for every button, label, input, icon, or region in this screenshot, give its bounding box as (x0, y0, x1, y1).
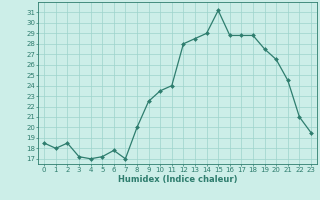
X-axis label: Humidex (Indice chaleur): Humidex (Indice chaleur) (118, 175, 237, 184)
